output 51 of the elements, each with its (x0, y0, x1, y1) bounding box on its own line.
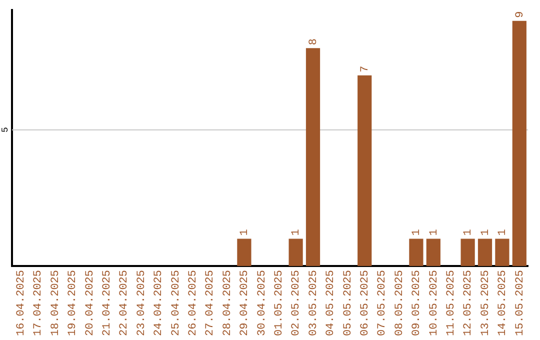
x-tick-label: 25.04.2025 (170, 270, 182, 336)
data-label: 1 (497, 228, 510, 236)
x-tick-label: 01.05.2025 (274, 270, 286, 336)
data-label: 7 (360, 66, 372, 72)
x-tick-label: 05.05.2025 (342, 270, 354, 336)
x-tick-label: 04.05.2025 (325, 270, 338, 336)
data-label: 1 (480, 228, 492, 236)
x-tick-label: 09.05.2025 (411, 270, 424, 336)
x-tick-label: 22.04.2025 (118, 270, 131, 336)
bar (495, 238, 510, 266)
x-tick-label: 11.05.2025 (446, 270, 458, 336)
bar (288, 238, 303, 266)
x-tick-label: 15.05.2025 (514, 270, 526, 336)
bar (426, 238, 440, 266)
bar (478, 238, 492, 266)
x-tick-label: 14.05.2025 (497, 270, 510, 336)
x-tick-label: 26.04.2025 (188, 270, 200, 336)
bar (460, 238, 475, 266)
ref-line-label: 5 (0, 127, 10, 133)
data-label: 9 (514, 11, 526, 18)
x-tick-label: 16.04.2025 (16, 270, 28, 336)
data-label: 1 (239, 228, 252, 236)
data-label: 1 (462, 228, 475, 236)
x-tick-label: 20.04.2025 (84, 270, 96, 336)
x-tick-label: 07.05.2025 (376, 270, 389, 336)
bar (358, 75, 372, 266)
x-tick-label: 02.05.2025 (290, 270, 303, 336)
data-label: 8 (308, 38, 320, 46)
x-tick-label: 28.04.2025 (222, 270, 234, 336)
data-label: 1 (428, 228, 440, 236)
data-label: 1 (290, 228, 303, 236)
x-tick-label: 18.04.2025 (50, 270, 62, 336)
x-tick-label: 17.04.2025 (32, 270, 45, 336)
x-tick-label: 23.04.2025 (136, 270, 148, 336)
x-tick-label: 21.04.2025 (102, 270, 114, 336)
bar (409, 238, 424, 266)
bar (306, 48, 320, 266)
x-tick-label: 29.04.2025 (239, 270, 252, 336)
x-tick-label: 30.04.2025 (256, 270, 268, 336)
x-tick-label: 08.05.2025 (394, 270, 406, 336)
x-tick-label: 12.05.2025 (462, 270, 475, 336)
x-tick-label: 24.04.2025 (153, 270, 166, 336)
bar (512, 20, 526, 266)
bar (237, 238, 252, 266)
data-label: 1 (411, 228, 424, 236)
x-tick-label: 27.04.2025 (204, 270, 217, 336)
x-tick-label: 10.05.2025 (428, 270, 440, 336)
x-tick-label: 19.04.2025 (67, 270, 80, 336)
x-tick-label: 03.05.2025 (308, 270, 320, 336)
x-tick-label: 13.05.2025 (480, 270, 492, 336)
x-tick-label: 06.05.2025 (360, 270, 372, 336)
